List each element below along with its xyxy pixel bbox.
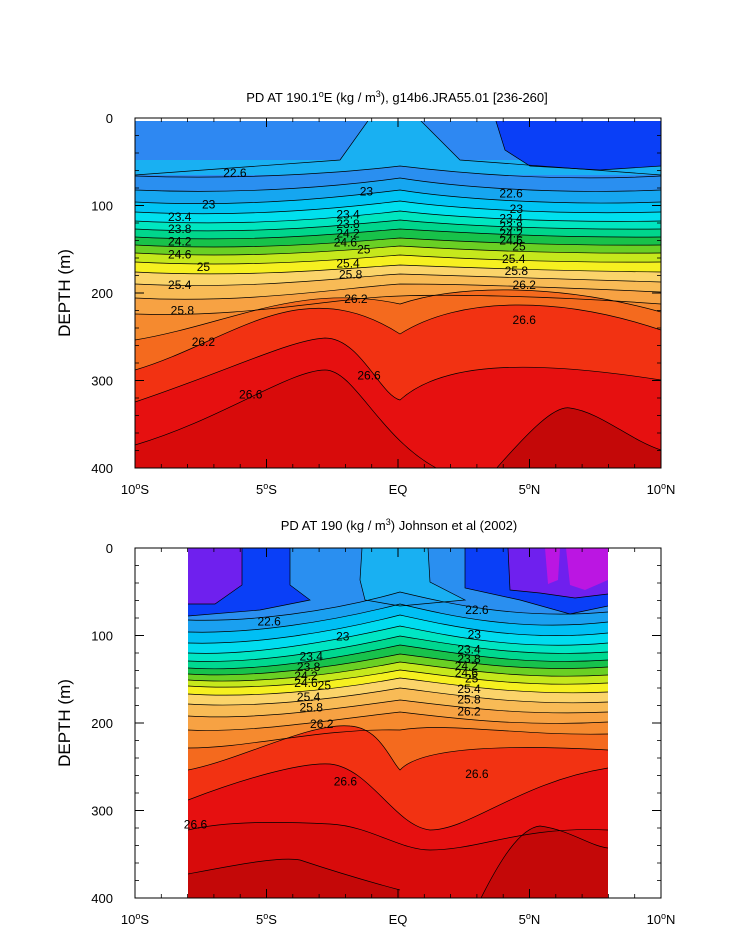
model-panel-title: PD AT 190.1oE (kg / m3), g14b6.JRA55.01 … xyxy=(246,89,548,105)
observed-contour-label: 26.6 xyxy=(465,767,489,781)
model-contour-label: 26.2 xyxy=(192,335,216,349)
observed-x-tick-label: 10oN xyxy=(647,911,676,927)
observed-contour-label: 23.8 xyxy=(457,652,481,666)
observed-panel-title: PD AT 190 (kg / m3) Johnson et al (2002) xyxy=(281,517,518,533)
observed-contour-label: 23.4 xyxy=(457,643,481,657)
observed-contour-label: 23.8 xyxy=(297,660,321,674)
model-density-panel: PD AT 190.1oE (kg / m3), g14b6.JRA55.01 … xyxy=(55,89,675,497)
band-blue-right xyxy=(495,121,661,170)
model-contour-label: 25 xyxy=(357,242,371,256)
observed-contour-label: 26.2 xyxy=(310,717,334,731)
model-y-tick-label: 0 xyxy=(106,111,113,126)
model-contour-label: 25.8 xyxy=(339,268,363,282)
observed-y-axis-title: DEPTH (m) xyxy=(55,679,74,767)
model-contour-label: 23.4 xyxy=(168,210,192,224)
observed-contour-label: 22.6 xyxy=(465,603,489,617)
model-axes: 10oS 5oS EQ 5oN 10oN 0 100 200 300 400 xyxy=(91,111,675,497)
observed-y-tick-label: 100 xyxy=(91,629,113,644)
observed-contour-label: 24.2 xyxy=(294,669,318,683)
model-contour-label: 24.2 xyxy=(168,234,192,248)
model-contour-label: 24.6 xyxy=(499,234,523,248)
observed-contour-label: 25.8 xyxy=(300,700,324,714)
model-contour-label: 24.2 xyxy=(499,227,523,241)
observed-x-tick-label: EQ xyxy=(389,912,408,927)
observed-contour-label: 25.4 xyxy=(297,690,321,704)
model-contour-label: 23.4 xyxy=(499,212,523,226)
observed-contour-lines xyxy=(188,548,608,898)
model-contour-label: 23.8 xyxy=(168,222,192,236)
model-contour-label: 25.4 xyxy=(502,252,526,266)
model-contour-fill xyxy=(135,121,661,468)
model-contour-label: 26.2 xyxy=(344,292,368,306)
model-contour-label: 26.6 xyxy=(239,388,263,402)
model-y-tick-label: 200 xyxy=(91,286,113,301)
observed-contour-label: 25 xyxy=(318,678,332,692)
model-x-tick-label: EQ xyxy=(389,482,408,497)
model-contour-label: 25 xyxy=(512,240,526,254)
obs-blue-left xyxy=(188,548,310,616)
obs-band-19 xyxy=(188,826,608,898)
model-x-tick-label: 5oN xyxy=(519,481,541,497)
observed-x-tick-label: 10oS xyxy=(121,911,149,927)
observed-contour-label: 26.6 xyxy=(334,775,358,789)
model-contour-label: 26.2 xyxy=(513,278,537,292)
observed-y-tick-label: 200 xyxy=(91,716,113,731)
model-contour-label: 23 xyxy=(202,198,216,212)
observed-contour-fill xyxy=(188,548,608,898)
model-contour-label: 22.6 xyxy=(223,166,247,180)
observed-density-panel: PD AT 190 (kg / m3) Johnson et al (2002) xyxy=(55,517,675,927)
model-y-tick-label: 100 xyxy=(91,199,113,214)
model-contour-label: 23 xyxy=(510,202,524,216)
band-19 xyxy=(135,370,437,468)
observed-x-tick-label: 5oS xyxy=(256,911,277,927)
model-y-tick-label: 300 xyxy=(91,374,113,389)
model-contour-label: 26.6 xyxy=(357,368,381,382)
model-contour-label: 26.6 xyxy=(513,313,537,327)
observed-contour-label: 22.6 xyxy=(257,615,281,629)
model-contour-label: 24.6 xyxy=(334,235,358,249)
observed-y-tick-label: 400 xyxy=(91,891,113,906)
model-contour-labels: 22.62323.423.824.224.62525.425.826.226.6… xyxy=(168,166,536,401)
model-contour-label: 24.2 xyxy=(336,227,360,241)
model-contour-label: 25.4 xyxy=(168,278,192,292)
model-contour-label: 23 xyxy=(360,185,374,199)
observed-contour-label: 25 xyxy=(465,671,479,685)
model-contour-lines xyxy=(135,121,661,468)
obs-violet-left xyxy=(188,548,242,604)
model-x-tick-label: 5oS xyxy=(256,481,277,497)
obs-magenta xyxy=(545,548,608,590)
observed-y-tick-label: 300 xyxy=(91,804,113,819)
model-contour-label: 23.4 xyxy=(336,207,360,221)
band-20 xyxy=(496,407,661,468)
model-contour-label: 22.6 xyxy=(499,186,523,200)
model-contour-label: 25.4 xyxy=(336,256,360,270)
model-contour-label: 23.8 xyxy=(499,220,523,234)
observed-contour-label: 24.2 xyxy=(455,659,479,673)
model-contour-label: 23.8 xyxy=(336,217,360,231)
observed-y-tick-label: 0 xyxy=(106,541,113,556)
observed-contour-label: 23.4 xyxy=(300,650,324,664)
observed-axes: 10oS 5oS EQ 5oN 10oN 0 100 200 300 400 xyxy=(91,541,675,927)
model-y-axis-title: DEPTH (m) xyxy=(55,249,74,337)
model-x-tick-label: 10oS xyxy=(121,481,149,497)
observed-contour-label: 25.8 xyxy=(457,692,481,706)
observed-contour-label: 26.6 xyxy=(184,818,208,832)
model-contour-label: 25.8 xyxy=(171,304,195,318)
observed-contour-label: 24.6 xyxy=(294,676,318,690)
model-y-tick-label: 400 xyxy=(91,461,113,476)
observed-contour-label: 23 xyxy=(336,629,350,643)
model-x-tick-label: 10oN xyxy=(647,481,676,497)
observed-contour-label: 25.4 xyxy=(457,682,481,696)
model-contour-label: 25.8 xyxy=(505,264,529,278)
model-contour-label: 25 xyxy=(197,260,211,274)
model-contour-label: 24.6 xyxy=(168,248,192,262)
observed-contour-label: 23 xyxy=(468,628,482,642)
observed-contour-label: 26.2 xyxy=(457,705,481,719)
observed-x-tick-label: 5oN xyxy=(519,911,541,927)
observed-contour-label: 24.6 xyxy=(455,666,479,680)
obs-lightblue-mid xyxy=(360,548,465,606)
